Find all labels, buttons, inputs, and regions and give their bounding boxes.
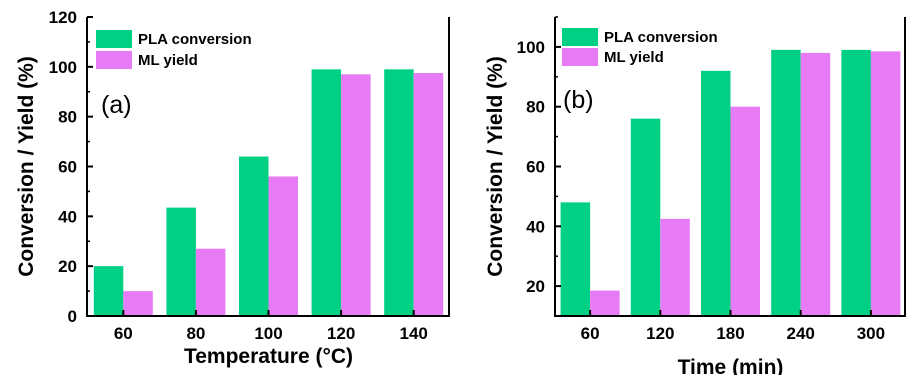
x-tick-label: 180 bbox=[716, 324, 744, 343]
bar-ml-yield-60 bbox=[590, 290, 620, 316]
bar-ml-yield-140 bbox=[413, 73, 444, 316]
y-tick-label: 0 bbox=[68, 307, 77, 326]
bar-pla-conversion-300 bbox=[841, 49, 871, 316]
bar-ml-yield-120 bbox=[660, 218, 690, 316]
legend-label-ml-yield: ML yield bbox=[138, 52, 198, 69]
x-tick-label: 300 bbox=[857, 324, 885, 343]
panel-label: (b) bbox=[563, 86, 594, 114]
y-tick-label: 80 bbox=[526, 98, 545, 117]
bar-ml-yield-300 bbox=[870, 51, 901, 316]
legend-label-pla-conversion: PLA conversion bbox=[604, 29, 718, 46]
legend-label-ml-yield: ML yield bbox=[604, 49, 664, 66]
bar-ml-yield-180 bbox=[730, 106, 760, 316]
y-tick-label: 100 bbox=[49, 58, 77, 77]
bar-pla-conversion-180 bbox=[701, 70, 731, 316]
y-tick-label: 40 bbox=[526, 217, 545, 236]
x-axis-title: Time (min) bbox=[678, 356, 784, 375]
bar-ml-yield-240 bbox=[800, 52, 831, 316]
legend-swatch-ml-yield bbox=[562, 48, 598, 66]
bar-pla-conversion-80 bbox=[166, 207, 196, 316]
x-tick-label: 60 bbox=[581, 324, 600, 343]
x-tick-label: 80 bbox=[186, 324, 205, 343]
x-tick-label: 100 bbox=[254, 324, 282, 343]
y-tick-label: 20 bbox=[526, 277, 545, 296]
bar-pla-conversion-120 bbox=[630, 118, 661, 316]
x-tick-label: 140 bbox=[400, 324, 428, 343]
bar-ml-yield-100 bbox=[268, 176, 298, 316]
x-tick-label: 60 bbox=[114, 324, 133, 343]
bar-pla-conversion-60 bbox=[93, 266, 124, 316]
bar-pla-conversion-120 bbox=[311, 69, 342, 316]
bar-pla-conversion-100 bbox=[239, 156, 269, 316]
bar-pla-conversion-240 bbox=[771, 49, 801, 316]
y-axis-title: Conversion / Yield (%) bbox=[15, 56, 38, 277]
bar-ml-yield-60 bbox=[123, 291, 153, 316]
bar-ml-yield-120 bbox=[341, 74, 371, 316]
y-tick-label: 40 bbox=[58, 207, 77, 226]
y-tick-label: 120 bbox=[49, 8, 77, 27]
legend-swatch-ml-yield bbox=[96, 51, 132, 69]
chart-panel-b: 20 40 60 80 100 60 120 180 240 300 Time (min) Conve… bbox=[484, 16, 906, 375]
legend: PLA conversion ML yield bbox=[96, 30, 252, 69]
legend-swatch-pla-conversion bbox=[562, 28, 598, 46]
x-tick-label: 120 bbox=[646, 324, 674, 343]
y-axis-title: Conversion / Yield (%) bbox=[484, 56, 507, 277]
panel-label: (a) bbox=[101, 91, 132, 119]
bar-pla-conversion-60 bbox=[560, 202, 591, 316]
y-tick-label: 100 bbox=[517, 38, 545, 57]
x-tick-label: 120 bbox=[327, 324, 355, 343]
y-tick-label: 80 bbox=[58, 108, 77, 127]
x-tick-label: 240 bbox=[787, 324, 815, 343]
y-tick-label: 20 bbox=[58, 257, 77, 276]
bar-ml-yield-80 bbox=[195, 248, 226, 316]
y-tick-label: 60 bbox=[526, 158, 545, 177]
bar-pla-conversion-140 bbox=[384, 69, 414, 316]
y-tick-label: 60 bbox=[58, 158, 77, 177]
legend: PLA conversion ML yield bbox=[562, 28, 718, 66]
x-axis-title: Temperature (°C) bbox=[184, 345, 353, 368]
legend-label-pla-conversion: PLA conversion bbox=[138, 31, 252, 48]
chart-panel-a: 0 20 40 60 80 100 120 60 80 100 120 140 Temperature … bbox=[15, 8, 450, 368]
legend-swatch-pla-conversion bbox=[96, 30, 132, 48]
